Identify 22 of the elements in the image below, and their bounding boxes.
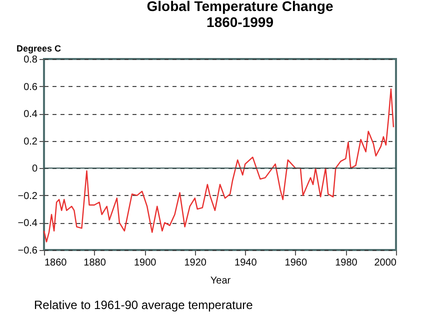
chart-title: Global Temperature Change (146, 0, 334, 14)
x-tick-label: 1880 (84, 258, 106, 268)
chart-subtitle: 1860-1999 (206, 14, 274, 30)
x-tick-label: 2000 (374, 258, 397, 268)
y-tick-label: 0 (32, 164, 38, 175)
line-series (43, 88, 394, 242)
x-tick-label: 1920 (184, 258, 207, 268)
x-tick-label: 1940 (234, 258, 258, 268)
y-axis-title: Degrees C (16, 44, 62, 54)
x-tick-label: 1960 (284, 258, 308, 268)
text: Relative to 1961-90 average temperature (34, 298, 254, 312)
y-tick-label: −0.4 (18, 218, 38, 230)
y-tick-label: 0.2 (24, 136, 38, 148)
x-tick-label: 1980 (335, 258, 358, 268)
y-tick-label: 0.4 (24, 109, 38, 120)
x-tick-label: 1900 (134, 258, 157, 268)
x-axis-title: Year (210, 276, 232, 286)
y-tick-label: −0.2 (18, 190, 38, 202)
y-tick-label: 0.8 (24, 54, 38, 66)
x-tick-label: 1860 (44, 258, 68, 268)
y-tick-label: 0.6 (24, 82, 38, 93)
y-tick-label: −0.6 (18, 246, 38, 256)
